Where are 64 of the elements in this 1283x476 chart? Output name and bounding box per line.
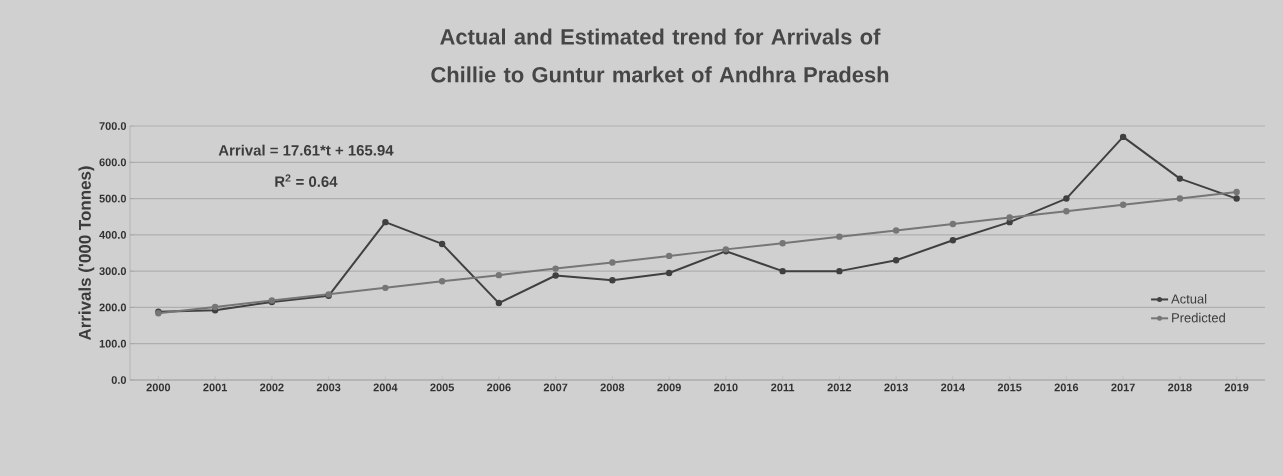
point <box>438 278 446 285</box>
x-tick-label: 2004 <box>373 383 398 392</box>
point <box>552 265 559 272</box>
y-axis-title: Arrivals ('000 Tonnes) <box>78 166 95 341</box>
point <box>609 277 616 284</box>
point <box>552 272 559 279</box>
point <box>1233 195 1240 202</box>
point <box>1119 201 1127 208</box>
point <box>779 267 786 275</box>
annotation: R$^{2}$ = 0.64 <box>275 174 338 187</box>
point <box>836 233 843 240</box>
y-tick-label: 500.0 <box>99 194 127 203</box>
point <box>665 252 673 260</box>
x-tick-label: 2003 <box>316 383 341 392</box>
point <box>779 240 786 247</box>
point <box>495 299 503 307</box>
point <box>211 303 219 311</box>
legend-label: Predicted <box>1172 312 1225 323</box>
x-tick-label: 2007 <box>543 383 568 392</box>
x-tick-label: 2013 <box>884 383 908 392</box>
point <box>1063 195 1070 202</box>
point <box>1063 208 1070 215</box>
point <box>495 271 503 279</box>
x-tick-label: 2001 <box>203 383 227 392</box>
y-tick-label: 600.0 <box>99 158 127 167</box>
point <box>949 220 957 228</box>
x-tick-label: 2018 <box>1168 383 1192 392</box>
point <box>438 240 446 248</box>
y-tick-label: 200.0 <box>99 303 127 312</box>
x-tick-label: 2019 <box>1224 383 1249 392</box>
point <box>1233 188 1240 196</box>
x-tick-label: 2000 <box>146 383 171 392</box>
y-tick-label: 100.0 <box>99 339 127 348</box>
point <box>892 257 900 264</box>
x-tick-label: 2011 <box>771 383 795 392</box>
point <box>1176 175 1184 182</box>
y-tick-label: 400.0 <box>99 230 127 239</box>
point <box>382 218 389 226</box>
point <box>892 227 900 234</box>
x-tick-label: 2016 <box>1054 383 1079 392</box>
x-tick-label: 2012 <box>827 383 852 392</box>
point <box>1006 214 1013 221</box>
point <box>949 237 957 244</box>
x-tick-label: 2017 <box>1111 383 1135 392</box>
point <box>836 267 843 275</box>
point <box>665 269 673 277</box>
chart-title: Actual and Estimated trend for Arrivals of Chillie to Guntur market of Andhra Pradesh <box>431 28 889 83</box>
x-tick-label: 2014 <box>941 383 965 392</box>
point <box>1119 133 1127 141</box>
x-tick-label: 2006 <box>487 383 511 392</box>
x-tick-label: 2005 <box>430 383 454 392</box>
x-tick-label: 2015 <box>997 383 1022 392</box>
x-tick-label: 2009 <box>657 383 681 392</box>
x-tick-label: 2008 <box>600 383 625 392</box>
y-tick-label: 300.0 <box>99 267 127 276</box>
point <box>382 284 389 292</box>
point <box>609 259 616 266</box>
y-tick-label: 0.0 <box>111 376 127 384</box>
x-tick-label: 2010 <box>714 383 738 392</box>
annotation: Arrival = 17.61*t + 165.94 <box>218 144 394 156</box>
y-tick-label: 700.0 <box>99 122 127 130</box>
point <box>1176 195 1184 202</box>
x-tick-label: 2002 <box>260 383 284 392</box>
legend-label: Actual <box>1171 294 1207 304</box>
